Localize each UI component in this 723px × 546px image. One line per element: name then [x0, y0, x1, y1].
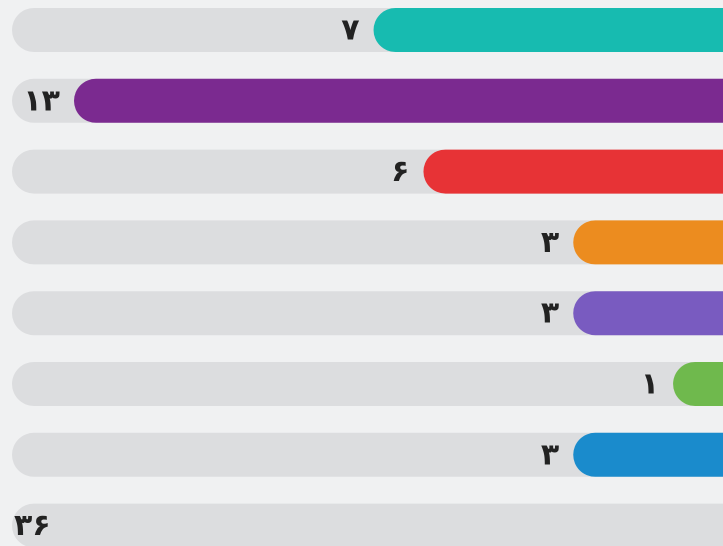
- bar: [373, 8, 723, 52]
- bar: [573, 220, 723, 265]
- bar-track: [12, 432, 723, 477]
- value-label: ۳: [541, 225, 559, 260]
- bar: [423, 149, 723, 194]
- bar-track: [12, 220, 723, 265]
- bar-track: [12, 291, 723, 336]
- bar: [74, 78, 723, 123]
- bar: [573, 432, 723, 477]
- bar: [673, 362, 723, 406]
- bar-track: [12, 362, 723, 406]
- bar: [573, 291, 723, 336]
- bar-track: [12, 503, 723, 546]
- value-label: ۷: [341, 13, 359, 48]
- value-label: ۳: [541, 296, 559, 331]
- value-label: ۱۳: [23, 83, 60, 118]
- value-label: ۶: [391, 154, 409, 189]
- value-label: ۱: [641, 367, 659, 402]
- total-label: ۳۶: [14, 508, 51, 543]
- value-label: ۳: [541, 437, 559, 472]
